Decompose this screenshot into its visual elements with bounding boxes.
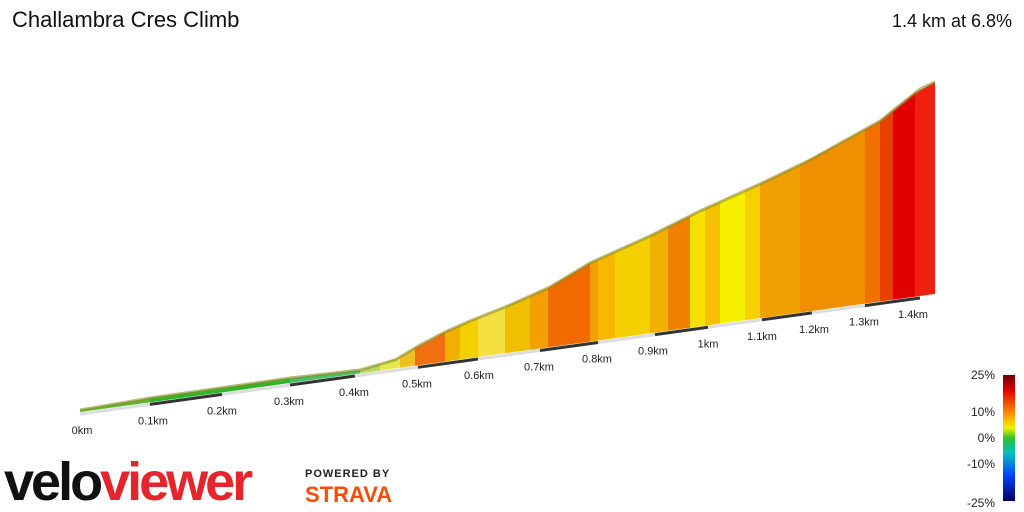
distance-label: 0.6km xyxy=(464,370,494,382)
logo-velo: velo xyxy=(4,452,101,512)
axis-segment xyxy=(597,333,656,344)
profile-segment xyxy=(668,216,690,331)
axis-segment xyxy=(417,357,479,369)
profile-segment xyxy=(760,164,800,319)
powered-by: POWERED BY xyxy=(305,468,390,480)
strava: STRAVA xyxy=(305,482,392,507)
profile-segment xyxy=(415,332,445,366)
distance-label: 1.2km xyxy=(799,324,829,336)
logo: veloviewer xyxy=(4,452,253,512)
axis-segment xyxy=(477,348,541,361)
axis-segment xyxy=(864,296,921,308)
profile-segment xyxy=(650,227,668,334)
profile-segment xyxy=(865,121,880,304)
axis-segment xyxy=(811,304,866,315)
distance-axis: 0km 0.1km 0.2km 0.3km 0.4km 0.5km 0.6km 0.7km 0.… xyxy=(72,296,928,437)
logo-viewer: viewer xyxy=(100,452,253,512)
profile-segment xyxy=(720,190,745,324)
profile-edge xyxy=(79,80,936,412)
distance-label: 1km xyxy=(698,338,719,350)
distance-label: 0.5km xyxy=(402,378,432,390)
distance-label: 1.3km xyxy=(849,317,879,329)
profile-segment xyxy=(800,129,865,313)
legend-label: -25% xyxy=(967,496,995,510)
axis-segment xyxy=(289,374,356,387)
legend-label: 25% xyxy=(971,368,995,382)
profile-segment xyxy=(598,251,615,341)
profile-segment xyxy=(548,263,590,348)
profile-segment xyxy=(460,317,478,360)
axis-segment xyxy=(354,365,419,378)
axis-segment xyxy=(707,318,763,329)
distance-label: 0.2km xyxy=(207,405,237,417)
profile-segment xyxy=(745,184,760,321)
axis-segment xyxy=(761,311,813,322)
profile xyxy=(79,80,936,412)
title: Challambra Cres Climb xyxy=(12,7,239,32)
profile-segment xyxy=(615,236,650,339)
profile-segment xyxy=(478,307,505,358)
distance-label: 0.7km xyxy=(524,361,554,373)
legend-label: 0% xyxy=(978,431,996,445)
distance-label: 0.9km xyxy=(638,346,668,358)
profile-segment xyxy=(690,208,705,328)
legend-label: -10% xyxy=(967,457,995,471)
axis-segment xyxy=(539,340,599,352)
profile-segment xyxy=(880,110,893,302)
gradient-legend: 25% 10% 0% -10% -25% xyxy=(967,368,995,510)
distance-label: 0km xyxy=(72,425,93,437)
axis-segment xyxy=(221,383,291,396)
distance-label: 1.1km xyxy=(747,331,777,343)
distance-label: 1.4km xyxy=(898,309,928,321)
legend-label: 10% xyxy=(971,405,995,419)
profile-segment xyxy=(530,287,548,350)
profile-segment xyxy=(590,259,598,342)
profile-segment xyxy=(505,296,530,354)
axis-segment xyxy=(654,325,709,337)
distance-label: 0.8km xyxy=(582,353,612,365)
axis-segment xyxy=(79,402,151,416)
profile-segment xyxy=(705,202,720,326)
profile-segment xyxy=(400,348,415,368)
profile-segment xyxy=(893,93,915,300)
profile-segment xyxy=(445,325,460,362)
distance-label: 0.1km xyxy=(138,415,168,427)
distance-label: 0.4km xyxy=(339,387,369,399)
distance-label: 0.3km xyxy=(274,396,304,408)
profile-segment xyxy=(915,82,935,297)
summary: 1.4 km at 6.8% xyxy=(892,11,1012,31)
axis-segment xyxy=(149,392,223,406)
gradient-bar xyxy=(1003,375,1015,501)
